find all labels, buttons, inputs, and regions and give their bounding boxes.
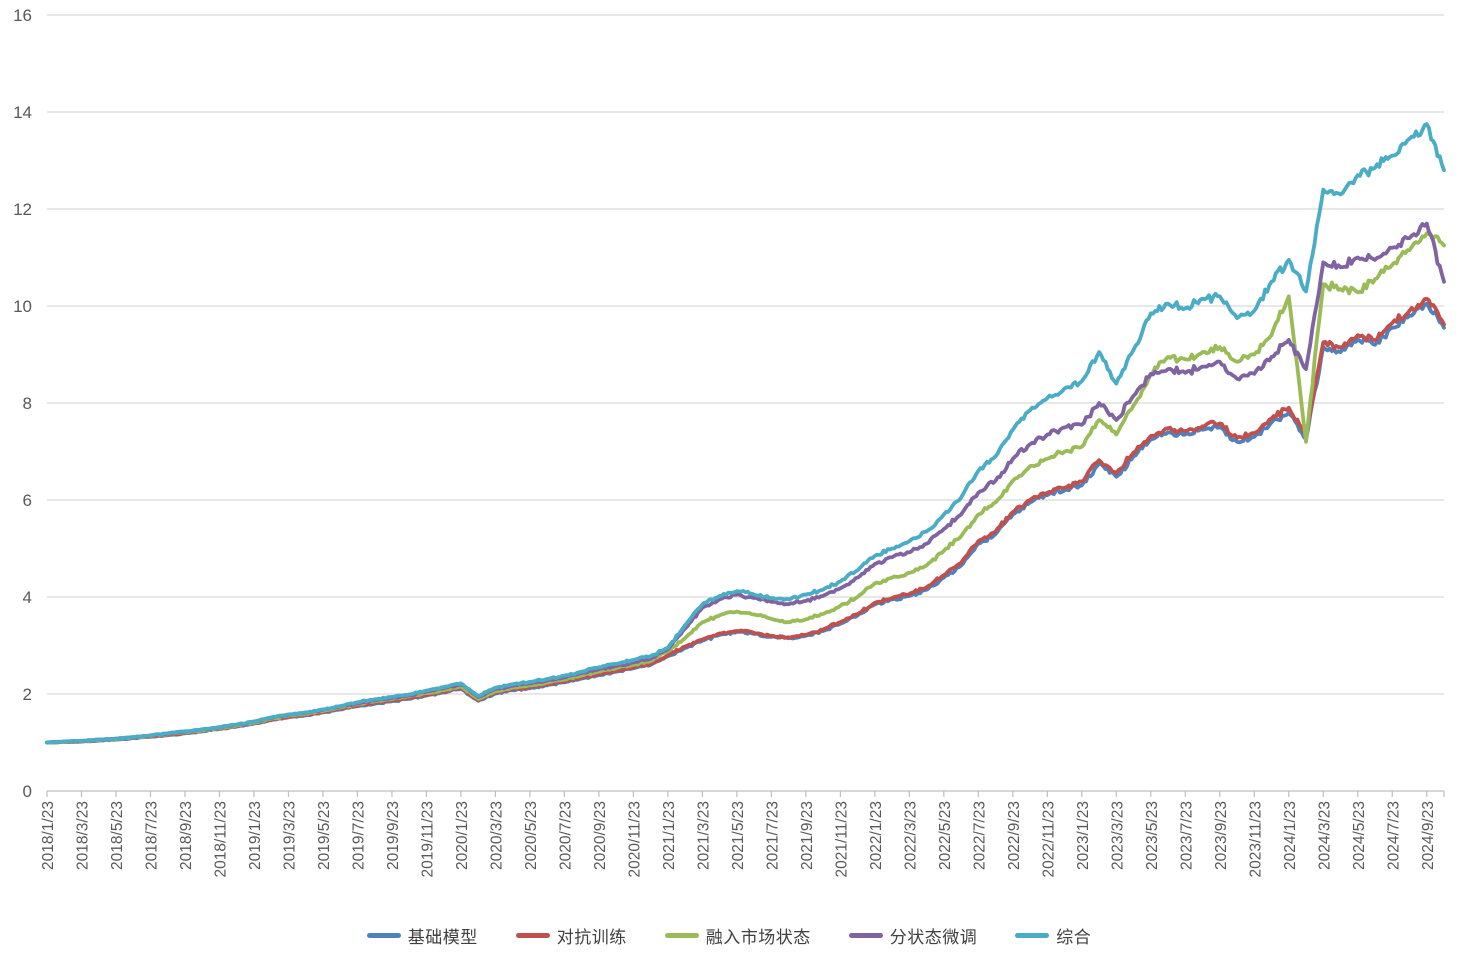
x-tick-label: 2021/1/23 — [661, 801, 678, 870]
legend-label: 综合 — [1056, 927, 1092, 947]
x-tick-label: 2023/3/23 — [1109, 801, 1126, 870]
legend-marker-icon — [848, 932, 883, 938]
x-tick-label: 2023/7/23 — [1178, 801, 1195, 870]
legend-label: 对抗训练 — [556, 927, 627, 947]
x-tick-label: 2023/11/23 — [1247, 801, 1264, 877]
chart-legend: 基础模型 对抗训练 融入市场状态 分状态微调 综合 — [0, 920, 1458, 950]
x-tick-label: 2021/7/23 — [764, 801, 781, 870]
legend-label: 分状态微调 — [889, 927, 978, 947]
legend-label: 基础模型 — [407, 927, 478, 947]
y-tick-label: 6 — [23, 491, 32, 510]
legend-marker-icon — [664, 932, 699, 938]
x-tick-label: 2022/5/23 — [937, 801, 954, 870]
x-tick-label: 2022/3/23 — [902, 801, 919, 870]
x-tick-label: 2021/9/23 — [799, 801, 816, 870]
x-tick-label: 2020/1/23 — [454, 801, 471, 870]
x-tick-label: 2019/3/23 — [281, 801, 298, 870]
x-tick-label: 2021/5/23 — [730, 801, 747, 870]
x-tick-label: 2020/7/23 — [557, 801, 574, 870]
legend-item-5: 综合 — [1015, 923, 1091, 948]
x-tick-label: 2024/3/23 — [1316, 801, 1333, 870]
x-tick-label: 2020/5/23 — [523, 801, 540, 870]
x-tick-label: 2022/11/23 — [1040, 801, 1057, 877]
y-tick-label: 0 — [23, 782, 32, 801]
x-tick-label: 2018/1/23 — [40, 801, 57, 870]
series-line-5 — [45, 122, 1446, 745]
x-tick-label: 2018/11/23 — [212, 801, 229, 877]
legend-item-3: 融入市场状态 — [664, 923, 811, 948]
x-tick-label: 2020/9/23 — [592, 801, 609, 870]
y-tick-label: 2 — [23, 685, 32, 704]
y-tick-label: 4 — [23, 588, 32, 607]
x-tick-label: 2018/5/23 — [109, 801, 126, 870]
series-line-4 — [45, 221, 1446, 745]
x-tick-label: 2024/1/23 — [1282, 801, 1299, 870]
x-tick-label: 2022/9/23 — [1006, 801, 1023, 870]
series-line-2 — [45, 296, 1446, 745]
x-tick-label: 2024/9/23 — [1420, 801, 1437, 870]
legend-marker-icon — [1015, 932, 1050, 938]
x-tick-label: 2024/5/23 — [1351, 801, 1368, 870]
x-tick-label: 2019/7/23 — [350, 801, 367, 870]
x-tick-label: 2019/11/23 — [419, 801, 436, 877]
x-tick-label: 2020/11/23 — [626, 801, 643, 877]
legend-item-2: 对抗训练 — [515, 923, 627, 948]
y-tick-label: 12 — [13, 200, 32, 219]
y-tick-label: 14 — [13, 103, 32, 122]
x-tick-label: 2023/5/23 — [1144, 801, 1161, 870]
x-tick-label: 2023/9/23 — [1213, 801, 1230, 870]
x-tick-label: 2019/5/23 — [316, 801, 333, 870]
x-tick-label: 2023/1/23 — [1075, 801, 1092, 870]
x-tick-label: 2021/11/23 — [833, 801, 850, 877]
legend-item-4: 分状态微调 — [848, 923, 978, 948]
legend-label: 融入市场状态 — [705, 927, 811, 947]
x-tick-label: 2020/3/23 — [488, 801, 505, 870]
x-tick-label: 2019/1/23 — [247, 801, 264, 870]
x-tick-label: 2024/7/23 — [1385, 801, 1402, 870]
series-line-3 — [45, 231, 1446, 745]
legend-item-1: 基础模型 — [366, 923, 478, 948]
x-tick-label: 2019/9/23 — [385, 801, 402, 870]
y-tick-label: 8 — [23, 394, 32, 413]
legend-marker-icon — [515, 932, 550, 938]
x-tick-label: 2021/3/23 — [695, 801, 712, 870]
x-tick-label: 2022/1/23 — [868, 801, 885, 870]
x-tick-label: 2018/3/23 — [74, 801, 91, 870]
x-tick-label: 2022/7/23 — [971, 801, 988, 870]
x-tick-label: 2018/9/23 — [178, 801, 195, 870]
x-tick-label: 2018/7/23 — [143, 801, 160, 870]
y-tick-label: 16 — [13, 6, 32, 25]
series-line-1 — [45, 301, 1446, 745]
y-tick-label: 10 — [13, 297, 32, 316]
legend-marker-icon — [366, 932, 401, 938]
